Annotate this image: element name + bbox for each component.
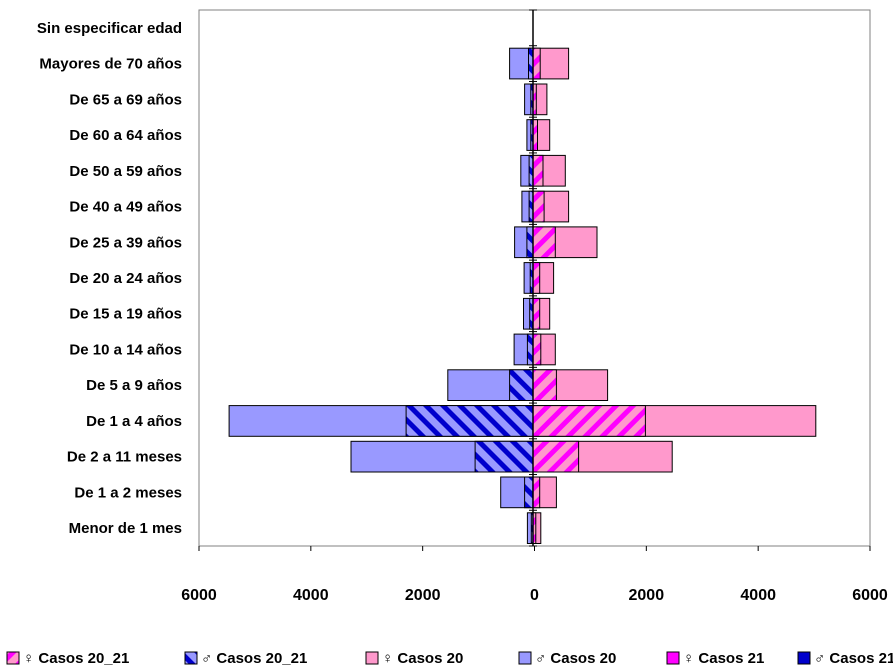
bar--casos-20-9 — [532, 333, 542, 366]
category-label: De 10 a 14 años — [69, 342, 182, 359]
bar--casos-20-11 — [532, 405, 646, 437]
bar--casos-20-4 — [532, 154, 544, 187]
category-label: Sin especificar edad — [37, 20, 182, 37]
bar--casos-20-10 — [532, 369, 557, 401]
category-label: De 2 a 11 meses — [67, 449, 182, 466]
category-label: De 60 a 64 años — [69, 127, 182, 144]
legend-swatch — [365, 651, 379, 665]
bar--casos-20-1 — [532, 47, 541, 80]
category-label: De 1 a 4 años — [86, 413, 182, 430]
category-label: De 20 a 24 años — [69, 270, 182, 287]
bar--casos-20-7 — [532, 262, 541, 294]
bars-layer — [228, 9, 817, 547]
category-label: De 15 a 19 años — [69, 306, 182, 323]
bar--casos-20-8 — [532, 297, 541, 330]
bar--casos-20-12 — [474, 440, 534, 473]
category-label: De 50 a 59 años — [69, 163, 182, 180]
category-label: De 65 a 69 años — [69, 91, 182, 108]
bar--casos-20-10 — [509, 369, 534, 401]
legend-label: ♂ Casos 20_21 — [201, 650, 307, 667]
x-tick-label: 0 — [530, 587, 539, 604]
category-label: De 25 a 39 años — [69, 234, 182, 251]
bar--casos-20-6 — [532, 226, 556, 259]
x-tick-label: 4000 — [740, 587, 776, 604]
x-axis-ticks: 6000 4000 2000 0 2000 4000 6000 — [181, 546, 888, 604]
bar--casos-20-6 — [526, 226, 534, 259]
category-labels: Sin especificar edad Mayores de 70 años De… — [37, 20, 182, 537]
bar--casos-20-13 — [532, 476, 541, 509]
legend: ♀ Casos 20_21 ♂ Casos 20_21 ♀ Casos 20 ♂ Ca… — [6, 650, 893, 667]
legend-label: ♀ Casos 20 — [382, 650, 463, 667]
x-tick-label: 4000 — [293, 587, 329, 604]
legend-swatch — [666, 651, 680, 665]
category-label: Menor de 1 mes — [69, 520, 182, 537]
bar--casos-20-13 — [524, 476, 534, 509]
category-label: De 40 a 49 años — [69, 199, 182, 216]
bar--casos-20-11 — [405, 405, 534, 437]
category-label: Mayores de 70 años — [39, 56, 182, 73]
x-tick-label: 6000 — [852, 587, 888, 604]
legend-swatch — [6, 651, 20, 665]
x-tick-label: 2000 — [629, 587, 665, 604]
legend-swatch — [184, 651, 198, 665]
x-tick-label: 6000 — [181, 587, 217, 604]
bar--casos-20-12 — [532, 440, 580, 473]
legend-label: ♂ Casos 20 — [535, 650, 616, 667]
legend-swatch — [797, 651, 811, 665]
bar--casos-20-9 — [526, 333, 534, 366]
legend-label: ♀ Casos 21 — [683, 650, 764, 667]
legend-swatch — [518, 651, 532, 665]
x-tick-label: 2000 — [405, 587, 441, 604]
legend-label: ♂ Casos 21 — [814, 650, 893, 667]
bar--casos-20-5 — [532, 190, 545, 223]
category-label: De 1 a 2 meses — [74, 484, 182, 501]
category-label: De 5 a 9 años — [86, 377, 182, 394]
legend-label: ♀ Casos 20_21 — [23, 650, 129, 667]
